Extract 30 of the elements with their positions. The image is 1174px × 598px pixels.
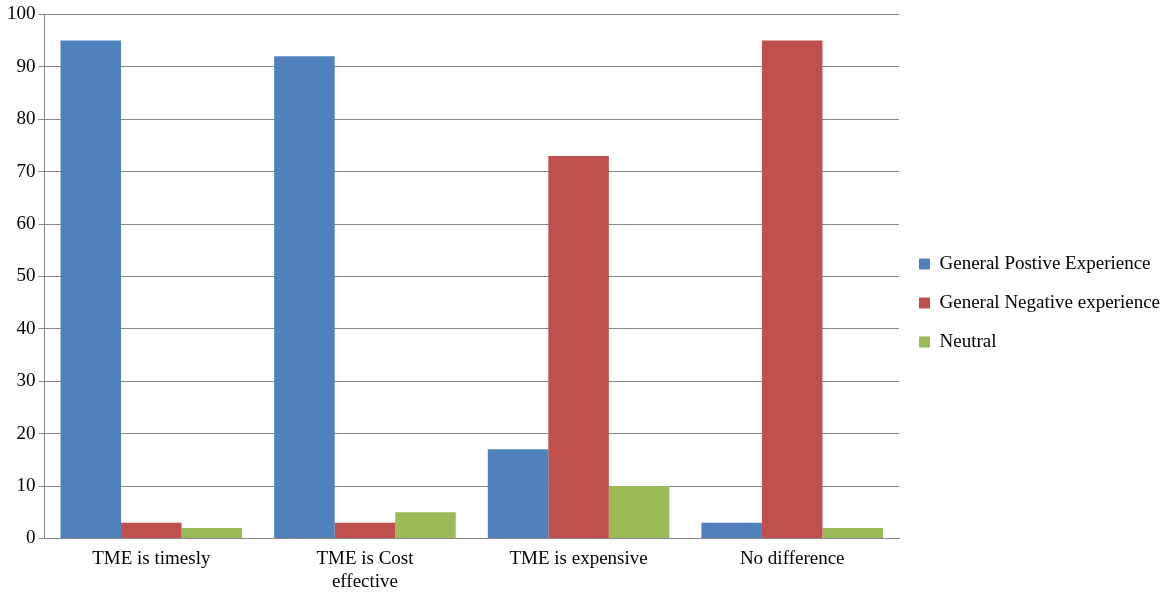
bar: [121, 522, 182, 538]
y-tick-label: 40: [16, 316, 36, 338]
legend-label: Neutral: [939, 329, 997, 351]
bar: [701, 522, 762, 538]
y-tick-label: 70: [16, 159, 36, 181]
x-tick-label: TME is timesly: [92, 546, 211, 568]
legend-label: General Postive Experience: [939, 251, 1151, 273]
bar: [334, 522, 396, 538]
y-tick-label: 80: [16, 107, 36, 129]
y-tick-label: 20: [16, 421, 36, 443]
y-tick-label: 30: [16, 369, 36, 391]
y-tick-label: 10: [16, 473, 36, 495]
x-tick-label: TME is expensive: [509, 546, 648, 568]
bar: [395, 512, 456, 538]
y-tick-label: 50: [16, 264, 36, 286]
x-tick-label: TME is Cost effective: [316, 546, 415, 591]
legend-label: General Negative experience: [939, 290, 1161, 312]
x-tick-label: No difference: [739, 546, 845, 568]
bar: [822, 527, 883, 538]
bar: [274, 56, 335, 538]
y-tick-label: 100: [7, 2, 36, 24]
bar: [487, 449, 549, 538]
bar: [181, 527, 243, 538]
bar: [608, 486, 670, 538]
bar: [761, 40, 823, 538]
bar: [60, 40, 122, 538]
y-tick-label: 0: [26, 526, 36, 548]
bar: [548, 155, 609, 538]
y-tick-label: 60: [16, 211, 36, 233]
y-tick-label: 90: [16, 54, 36, 76]
